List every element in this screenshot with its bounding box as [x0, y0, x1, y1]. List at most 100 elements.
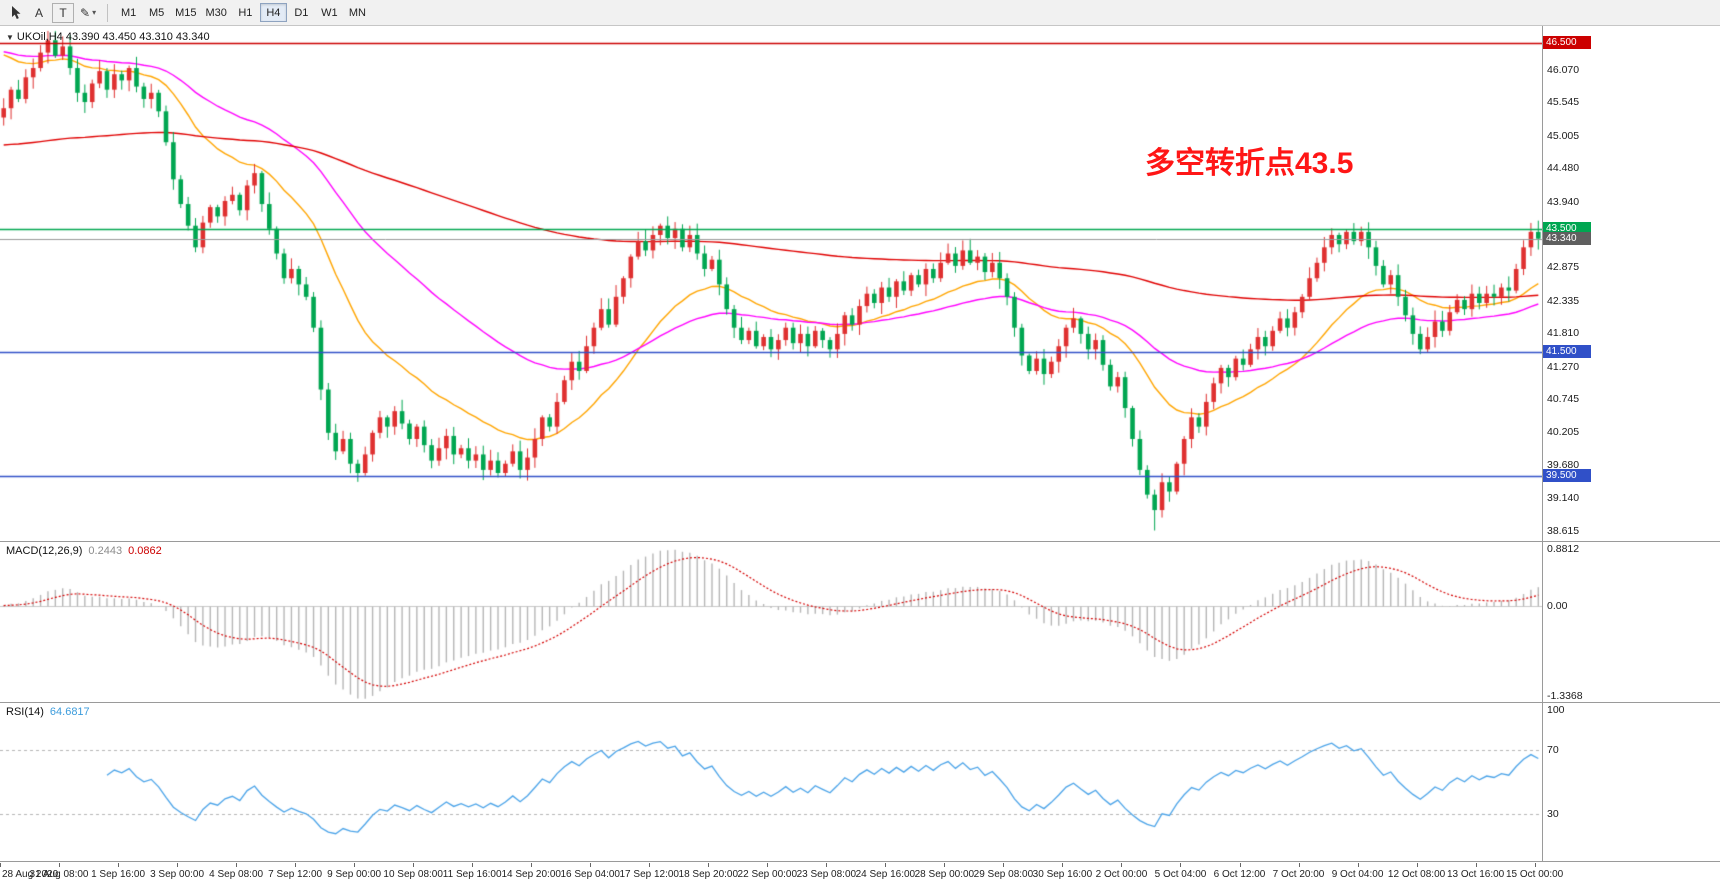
symbol-dropdown-icon[interactable]: ▼ — [6, 33, 14, 42]
price-axis-tick: 44.480 — [1547, 162, 1580, 174]
timeframe-button-h1[interactable]: H1 — [232, 3, 259, 22]
macd-axis-tick: 0.8812 — [1547, 543, 1580, 555]
time-axis-label: 11 Sep 16:00 — [442, 869, 502, 880]
time-axis-label: 28 Aug 2020 — [2, 869, 59, 880]
text-tool-button[interactable]: A — [28, 3, 50, 23]
time-axis-tickmark — [1476, 863, 1477, 867]
macd-axis-tick: 0.00 — [1547, 600, 1568, 612]
price-chart-canvas[interactable] — [0, 26, 1542, 541]
caret-down-icon: ▾ — [92, 8, 97, 17]
price-axis-tick: 39.680 — [1547, 459, 1580, 471]
symbol-ohlc-label: ▼ UKOil,H4 43.390 43.450 43.310 43.340 — [6, 31, 210, 43]
time-axis-tickmark — [413, 863, 414, 867]
time-axis-tickmark — [59, 863, 60, 867]
pane-separator — [0, 861, 1720, 862]
time-axis-tickmark — [1535, 863, 1536, 867]
timeframe-button-m5[interactable]: M5 — [143, 3, 170, 22]
price-axis-tick: 40.745 — [1547, 393, 1580, 405]
time-axis-tickmark — [649, 863, 650, 867]
time-axis-tickmark — [531, 863, 532, 867]
price-badge-41.500: 41.500 — [1543, 345, 1591, 358]
price-badge-46.500: 46.500 — [1543, 36, 1591, 49]
rsi-axis-tick: 30 — [1547, 808, 1559, 820]
toolbar-separator — [107, 3, 109, 22]
timeframe-button-m30[interactable]: M30 — [201, 3, 230, 22]
template-tool-button[interactable]: T — [52, 2, 74, 23]
symbol-ohlc-text: UKOil,H4 43.390 43.450 43.310 43.340 — [16, 31, 210, 43]
time-axis-label: 4 Sep 08:00 — [209, 869, 264, 880]
rsi-value: 64.6817 — [49, 706, 90, 718]
pane-separator[interactable] — [0, 702, 1720, 703]
time-axis-label: 10 Sep 08:00 — [383, 869, 443, 880]
time-axis-tickmark — [885, 863, 886, 867]
price-badge-39.500: 39.500 — [1543, 469, 1591, 482]
price-axis-border — [1542, 26, 1543, 861]
rsi-indicator-canvas[interactable] — [0, 703, 1542, 861]
timeframe-buttons: M1 M5 M15 M30 H1 H4 D1 W1 MN — [115, 3, 371, 22]
price-axis-tick: 41.270 — [1547, 361, 1580, 373]
macd-indicator-label: MACD(12,26,9) 0.2443 0.0862 — [6, 545, 162, 557]
rsi-axis-tick: 100 — [1547, 704, 1565, 716]
macd-value-signal: 0.0862 — [128, 545, 162, 557]
template-tool-label: T — [59, 5, 67, 20]
toolbar: A T ✎ ▾ M1 M5 M15 M30 H1 H4 D1 W1 MN — [0, 0, 1720, 26]
rsi-indicator-label: RSI(14) 64.6817 — [6, 706, 90, 718]
price-axis-tick: 41.810 — [1547, 327, 1580, 339]
time-axis-label: 31 Aug 08:00 — [29, 869, 89, 880]
timeframe-button-w1[interactable]: W1 — [316, 3, 343, 22]
time-axis-label: 9 Sep 00:00 — [327, 869, 382, 880]
macd-value-main: 0.2443 — [88, 545, 123, 557]
time-axis-label: 24 Sep 16:00 — [855, 869, 916, 880]
time-axis-label: 3 Sep 00:00 — [150, 869, 205, 880]
price-axis-tick: 45.005 — [1547, 130, 1580, 142]
price-axis-tick: 46.070 — [1547, 64, 1580, 76]
price-axis-tick: 38.615 — [1547, 525, 1580, 537]
time-axis-label: 9 Oct 04:00 — [1331, 869, 1384, 880]
time-axis-label: 28 Sep 00:00 — [914, 869, 975, 880]
time-axis-tickmark — [1121, 863, 1122, 867]
time-axis-label: 22 Sep 00:00 — [737, 869, 798, 880]
timeframe-button-d1[interactable]: D1 — [288, 3, 315, 22]
time-axis-tickmark — [177, 863, 178, 867]
rsi-name: RSI(14) — [6, 706, 44, 718]
timeframe-button-mn[interactable]: MN — [344, 3, 371, 22]
time-axis-label: 30 Sep 16:00 — [1032, 869, 1093, 880]
cursor-tool-button[interactable] — [4, 3, 26, 23]
cursor-icon — [11, 5, 20, 19]
time-axis-label: 29 Sep 08:00 — [973, 869, 1034, 880]
time-axis-tickmark — [1417, 863, 1418, 867]
time-axis-tickmark — [1358, 863, 1359, 867]
timeframe-button-m1[interactable]: M1 — [115, 3, 142, 22]
time-axis-label: 23 Sep 08:00 — [796, 869, 857, 880]
time-axis-tickmark — [1180, 863, 1181, 867]
time-axis-tickmark — [295, 863, 296, 867]
price-axis-tick: 40.205 — [1547, 426, 1580, 438]
macd-name: MACD(12,26,9) — [6, 545, 83, 557]
macd-axis-tick: -1.3368 — [1547, 690, 1583, 702]
time-axis-label: 16 Sep 04:00 — [560, 869, 620, 880]
time-axis-label: 15 Oct 00:00 — [1505, 869, 1564, 880]
time-axis-label: 1 Sep 16:00 — [91, 869, 146, 880]
time-axis-tickmark — [354, 863, 355, 867]
time-axis-tickmark — [472, 863, 473, 867]
time-axis-tickmark — [708, 863, 709, 867]
time-axis-label: 12 Oct 08:00 — [1387, 869, 1446, 880]
draw-tools-button[interactable]: ✎ ▾ — [76, 3, 100, 23]
price-axis-tick: 42.335 — [1547, 295, 1580, 307]
time-axis-tickmark — [767, 863, 768, 867]
time-axis-label: 17 Sep 12:00 — [619, 869, 680, 880]
rsi-axis-tick: 70 — [1547, 744, 1559, 756]
time-axis-label: 2 Oct 00:00 — [1095, 869, 1148, 880]
time-axis-tickmark — [1003, 863, 1004, 867]
pencil-icon: ✎ — [80, 5, 91, 20]
current-price-badge: 43.340 — [1543, 232, 1591, 245]
macd-indicator-canvas[interactable] — [0, 542, 1542, 702]
timeframe-button-h4[interactable]: H4 — [259, 3, 287, 22]
time-axis-tickmark — [236, 863, 237, 867]
text-tool-label: A — [34, 5, 43, 20]
pane-separator[interactable] — [0, 541, 1720, 542]
timeframe-button-m15[interactable]: M15 — [171, 3, 200, 22]
time-axis-tickmark — [944, 863, 945, 867]
time-axis-tickmark — [1299, 863, 1300, 867]
